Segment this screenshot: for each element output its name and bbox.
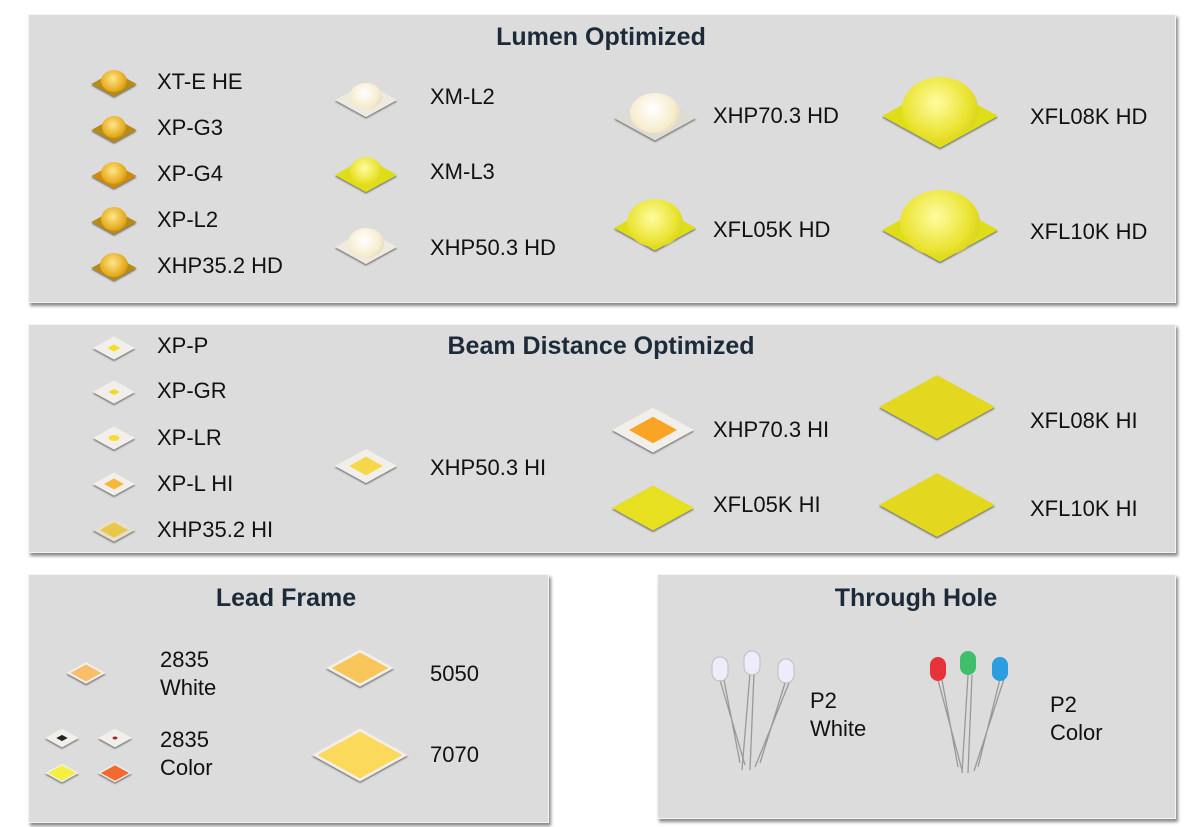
led-label: XFL08K HI: [1030, 408, 1138, 433]
led-label: XM-L2: [430, 84, 495, 109]
through-hole-white-leds-icon: [711, 650, 795, 771]
label-line: Color: [160, 755, 213, 780]
led-xfl08khi-icon: [875, 367, 999, 447]
led-xpp-icon: [89, 331, 139, 365]
led-xhp35-icon: [89, 250, 139, 286]
led-xpgr-icon: [89, 375, 139, 409]
label-line: P2: [1050, 692, 1077, 717]
led-2835-color-icon: [40, 758, 84, 788]
led-label: XFL08K HD: [1030, 104, 1148, 129]
led-2835-color-icon: [93, 758, 137, 788]
led-label: XHP70.3 HI: [713, 417, 830, 442]
label-line: 2835: [160, 727, 209, 752]
led-label: XP-GR: [157, 378, 227, 403]
label-line: White: [810, 716, 867, 741]
lumen-optimized-panel: Lumen Optimized: [28, 14, 1176, 303]
led-xhp50-icon: [331, 224, 401, 270]
through-hole-color-leds-icon: [930, 651, 1008, 774]
panel-title: Beam Distance Optimized: [447, 332, 755, 360]
led-label: XT-E HE: [157, 69, 243, 94]
label-line: White: [160, 675, 217, 700]
led-label: 7070: [430, 742, 479, 767]
led-label: P2 White: [810, 687, 866, 743]
led-label: P2 Color: [1050, 691, 1103, 747]
led-2835-color-icon: [40, 723, 84, 753]
panel-title: Lumen Optimized: [496, 23, 706, 51]
led-xplhi-icon: [89, 467, 139, 501]
led-xhp35hi-icon: [89, 513, 139, 547]
led-label: XP-G4: [157, 161, 224, 186]
led-label: 2835 Color: [160, 726, 213, 782]
led-label: XP-L HI: [157, 471, 234, 496]
led-2835-color-icon: [93, 723, 137, 753]
through-hole-panel: Through Hole: [657, 574, 1176, 819]
label-line: 2835: [160, 647, 209, 672]
led-label: XHP50.3 HD: [430, 235, 556, 260]
panel-title: Through Hole: [834, 584, 998, 612]
led-xfl05khi-icon: [608, 478, 698, 538]
led-5050-icon: [320, 643, 400, 693]
led-7070-icon: [305, 720, 415, 790]
led-label: XP-P: [157, 333, 209, 358]
beam-distance-panel: Beam Distance Optimized: [28, 324, 1176, 553]
led-label: XFL05K HD: [713, 217, 831, 242]
led-xfl08k-icon: [878, 74, 1002, 158]
led-label: XHP35.2 HI: [157, 517, 274, 542]
led-label: XHP35.2 HD: [157, 253, 283, 278]
led-label: XHP50.3 HI: [430, 455, 547, 480]
panel-title: Lead Frame: [215, 584, 357, 612]
led-xfl10khi-icon: [875, 465, 999, 545]
led-xfl05k-icon: [610, 195, 700, 261]
led-xpg4-icon: [89, 158, 139, 194]
led-xpl2-icon: [89, 204, 139, 240]
led-xhp70hi-icon: [608, 400, 698, 460]
led-label: 2835 White: [160, 646, 216, 702]
label-line: P2: [810, 688, 837, 713]
led-label: XHP70.3 HD: [713, 103, 839, 128]
led-label: XM-L3: [430, 159, 495, 184]
led-xfl10k-icon: [878, 188, 1002, 272]
led-label: XP-G3: [157, 115, 224, 140]
led-label: XFL10K HI: [1030, 496, 1138, 521]
led-xml2-icon: [331, 78, 401, 122]
led-xml3-icon: [331, 153, 401, 197]
led-label: XP-LR: [157, 425, 222, 450]
led-label: XP-L2: [157, 207, 219, 232]
led-2835-white-icon: [61, 656, 111, 690]
led-xhp70-icon: [610, 87, 700, 149]
led-xpg3-icon: [89, 112, 139, 148]
led-label: XFL05K HI: [713, 492, 821, 517]
led-xplr-icon: [89, 421, 139, 455]
led-label: 5050: [430, 661, 479, 686]
led-xte-icon: [89, 66, 139, 102]
led-label: XFL10K HD: [1030, 219, 1148, 244]
led-xhp50hi-icon: [331, 444, 401, 488]
label-line: Color: [1050, 720, 1103, 745]
